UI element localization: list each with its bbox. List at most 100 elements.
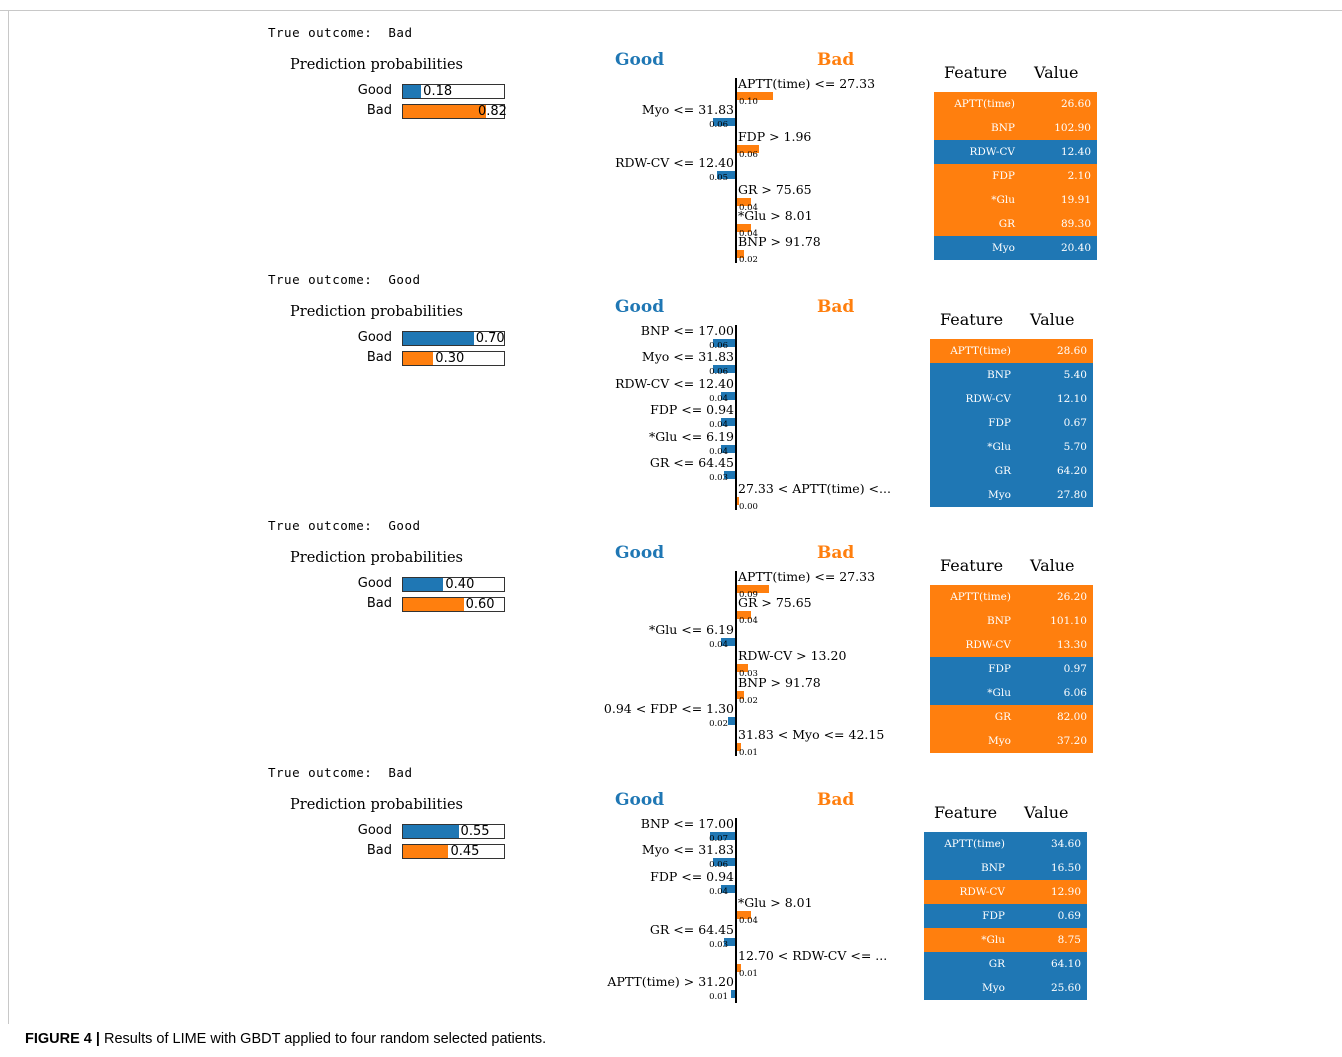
explanation-bar bbox=[737, 144, 759, 153]
explanation-feature: APTT(time) <= 27.33 bbox=[738, 76, 876, 91]
prediction-probabilities-title: Prediction probabilities bbox=[290, 550, 464, 566]
true-outcome-value: Good bbox=[388, 518, 421, 533]
probability-label: Bad bbox=[366, 103, 392, 118]
probability-bar-bad: 0.60 bbox=[402, 597, 505, 612]
explanation-weight: 0.06 bbox=[709, 860, 728, 871]
explanation-feature: GR <= 64.45 bbox=[649, 921, 734, 937]
table-cell-feature: FDP bbox=[988, 417, 1011, 429]
probability-label: Bad bbox=[366, 596, 392, 611]
explanation-feature: GR > 75.65 bbox=[738, 595, 812, 611]
true-outcome: True outcome: Good bbox=[268, 518, 421, 533]
explanation-feature: APTT(time) > 31.20 bbox=[607, 974, 734, 990]
table-row: GR 89.30 bbox=[934, 212, 1097, 236]
explanation-bar bbox=[737, 497, 739, 506]
table-row: *Glu 8.75 bbox=[924, 928, 1087, 952]
probability-bar-good: 0.70 bbox=[402, 331, 505, 346]
table-header-feature: Feature bbox=[944, 63, 1008, 82]
probability-value: 0.18 bbox=[423, 84, 453, 99]
probability-bar-fill bbox=[403, 105, 486, 118]
table-header-feature: Feature bbox=[940, 556, 1004, 575]
true-outcome-label: True outcome: bbox=[268, 518, 373, 533]
table-cell-value: 28.60 bbox=[1056, 345, 1087, 357]
probability-label: Good bbox=[357, 576, 392, 591]
explanation-weight: 0.04 bbox=[709, 420, 728, 431]
table-row: APTT(time) 28.60 bbox=[930, 339, 1093, 363]
explanation-bar bbox=[737, 250, 745, 259]
explanation-bar bbox=[737, 743, 741, 752]
true-outcome-value: Bad bbox=[388, 765, 413, 780]
true-outcome-value: Good bbox=[388, 272, 421, 287]
prediction-probabilities-title: Prediction probabilities bbox=[290, 57, 464, 73]
table-row: GR 82.00 bbox=[930, 705, 1093, 729]
table-cell-value: 89.30 bbox=[1060, 218, 1091, 230]
table-cell-value: 34.60 bbox=[1050, 838, 1081, 850]
class-label-good: Good bbox=[615, 543, 665, 563]
table-cell-feature: BNP bbox=[987, 615, 1011, 627]
table-cell-value: 5.70 bbox=[1063, 441, 1087, 453]
explanation-feature: FDP > 1.96 bbox=[738, 128, 812, 144]
explanation-bar bbox=[737, 224, 752, 232]
table-row: GR 64.20 bbox=[930, 459, 1093, 483]
true-outcome-label: True outcome: bbox=[268, 765, 373, 780]
table-cell-value: 5.40 bbox=[1063, 369, 1087, 381]
table-cell-feature: Myo bbox=[987, 489, 1011, 501]
prediction-probabilities-title: Prediction probabilities bbox=[290, 797, 464, 813]
class-label-bad: Bad bbox=[817, 543, 855, 563]
explanation-weight: 0.00 bbox=[739, 502, 758, 513]
caption-label: FIGURE 4 | bbox=[25, 1031, 100, 1047]
explanation-feature: 12.70 < RDW-CV <= ... bbox=[738, 948, 888, 963]
explanation-weight: 0.02 bbox=[739, 695, 758, 706]
table-cell-value: 12.10 bbox=[1056, 393, 1087, 405]
table-row: GR 64.10 bbox=[924, 952, 1087, 976]
table-row: Myo 25.60 bbox=[924, 976, 1087, 1000]
table-cell-feature: RDW-CV bbox=[959, 886, 1005, 898]
explanation-bar bbox=[720, 391, 735, 400]
table-cell-feature: RDW-CV bbox=[965, 639, 1011, 651]
table-cell-feature: GR bbox=[994, 465, 1011, 477]
table-cell-feature: BNP bbox=[991, 122, 1015, 134]
explanation-weight: 0.03 bbox=[739, 669, 758, 680]
probability-label: Good bbox=[357, 823, 392, 838]
probability-bar-fill bbox=[403, 825, 459, 838]
explanation-feature: BNP > 91.78 bbox=[738, 234, 821, 250]
table-cell-feature: APTT(time) bbox=[954, 98, 1015, 110]
explanation-weight: 0.03 bbox=[709, 473, 728, 483]
explanation-axis bbox=[735, 818, 737, 1003]
table-cell-feature: Myo bbox=[981, 982, 1005, 994]
explanation-weight: 0.06 bbox=[739, 149, 758, 160]
table-cell-feature: FDP bbox=[992, 170, 1015, 182]
table-row: RDW-CV 13.30 bbox=[930, 633, 1093, 657]
table-cell-value: 27.80 bbox=[1056, 489, 1087, 501]
table-row: APTT(time) 26.20 bbox=[930, 585, 1093, 609]
table-row: RDW-CV 12.40 bbox=[934, 140, 1097, 164]
explanation-feature: *Glu > 8.01 bbox=[738, 208, 813, 223]
table-cell-value: 12.40 bbox=[1060, 146, 1091, 158]
probability-bar-good: 0.40 bbox=[402, 577, 505, 592]
probability-value: 0.45 bbox=[450, 844, 480, 859]
table-cell-value: 82.00 bbox=[1056, 711, 1087, 723]
table-cell-value: 0.97 bbox=[1063, 663, 1087, 675]
table-row: FDP 0.67 bbox=[930, 411, 1093, 435]
table-cell-value: 37.20 bbox=[1056, 735, 1087, 747]
table-cell-feature: RDW-CV bbox=[969, 146, 1015, 158]
explanation-axis bbox=[735, 78, 737, 263]
probability-label: Good bbox=[357, 330, 392, 345]
probability-bar-bad: 0.30 bbox=[402, 351, 505, 366]
table-cell-feature: Myo bbox=[991, 242, 1015, 254]
probability-bar-good: 0.18 bbox=[402, 84, 505, 99]
explanation-bar bbox=[717, 171, 735, 180]
explanation-weight: 0.02 bbox=[739, 255, 758, 266]
table-row: Myo 27.80 bbox=[930, 483, 1093, 507]
table-header-value: Value bbox=[1030, 310, 1075, 329]
explanation-bar bbox=[713, 339, 735, 347]
table-cell-value: 102.90 bbox=[1054, 122, 1091, 134]
explanation-feature: 31.83 < Myo <= 42.15 bbox=[738, 727, 885, 743]
true-outcome: True outcome: Good bbox=[268, 272, 421, 287]
table-cell-feature: RDW-CV bbox=[965, 393, 1011, 405]
explanation-feature: RDW-CV > 13.20 bbox=[738, 648, 847, 664]
table-header-value: Value bbox=[1034, 63, 1079, 82]
probability-bar-good: 0.55 bbox=[402, 824, 505, 839]
table-row: FDP 0.69 bbox=[924, 904, 1087, 928]
explanation-bar bbox=[737, 690, 745, 699]
explanation-bar bbox=[720, 418, 735, 427]
